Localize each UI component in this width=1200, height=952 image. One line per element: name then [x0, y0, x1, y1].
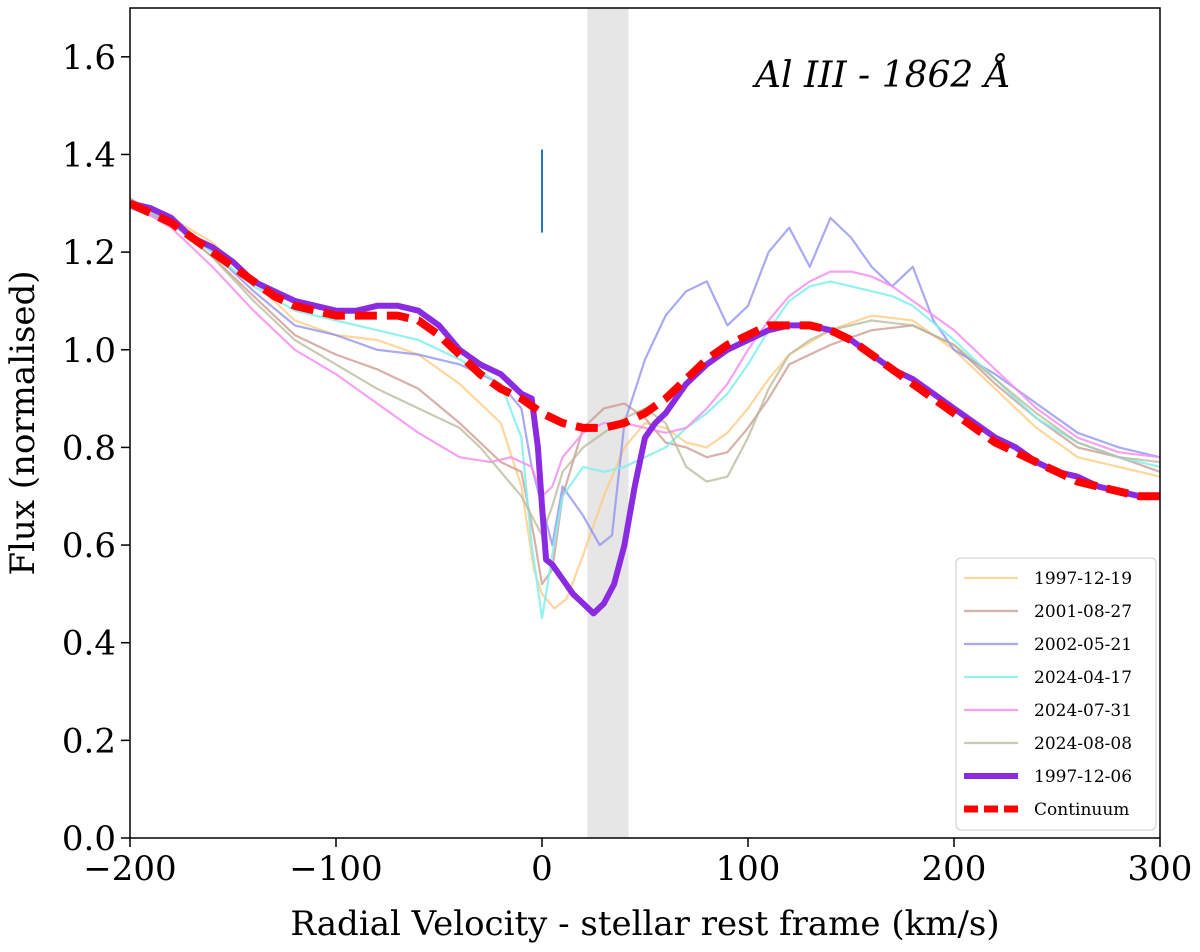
series-layer	[130, 197, 1160, 620]
y-tick-label: 0.0	[62, 819, 116, 859]
x-tick-label: 300	[1128, 849, 1193, 889]
x-tick-label: −100	[289, 849, 382, 889]
y-tick-label: 0.6	[62, 526, 116, 566]
series-line-4	[130, 202, 1160, 498]
x-tick-label: −200	[83, 849, 176, 889]
series-line-2	[130, 207, 1160, 547]
plot-frame	[129, 7, 1161, 839]
y-tick-label: 1.6	[62, 38, 116, 78]
y-tick-label: 0.4	[62, 624, 116, 664]
x-tick-label: 200	[922, 849, 987, 889]
annotation-label: Al III - 1862 Å	[752, 54, 1011, 96]
y-tick-label: 1.4	[62, 135, 116, 175]
legend-label-5: 2024-08-08	[1034, 734, 1132, 754]
legend-label-6: 1997-12-06	[1034, 767, 1132, 787]
legend-label-1: 2001-08-27	[1034, 602, 1132, 622]
y-tick-label: 0.2	[62, 721, 116, 761]
legend-label-3: 2024-04-17	[1034, 668, 1132, 688]
y-tick-label: 1.0	[62, 331, 116, 371]
series-line-3	[130, 202, 1160, 620]
x-tick-label: 100	[716, 849, 781, 889]
series-line-1	[130, 197, 1160, 586]
y-tick-label: 1.2	[62, 233, 116, 273]
x-ticks: −200 −100 0 100 200 300	[83, 838, 1192, 889]
legend-items: 1997-12-19 2001-08-27 2002-05-21 2024-04-17…	[964, 569, 1132, 820]
y-ticks: 0.0 0.2 0.4 0.6 0.8 1.0 1.2 1.4 1.6	[62, 38, 130, 859]
legend-label-4: 2024-07-31	[1034, 701, 1132, 721]
series-line-7	[130, 199, 1160, 501]
legend-label-0: 1997-12-19	[1034, 569, 1132, 589]
series-line-0	[130, 202, 1160, 610]
legend-box	[955, 557, 1157, 831]
x-tick-label: 0	[531, 849, 553, 889]
legend: 1997-12-19 2001-08-27 2002-05-21 2024-04-17…	[955, 557, 1157, 831]
series-line-5	[130, 202, 1160, 537]
legend-label-7: Continuum	[1034, 800, 1129, 820]
y-tick-label: 0.8	[62, 428, 116, 468]
x-axis-label: Radial Velocity - stellar rest frame (km…	[290, 904, 999, 944]
y-axis-label: Flux (normalised)	[3, 270, 43, 575]
legend-label-2: 2002-05-21	[1034, 635, 1132, 655]
